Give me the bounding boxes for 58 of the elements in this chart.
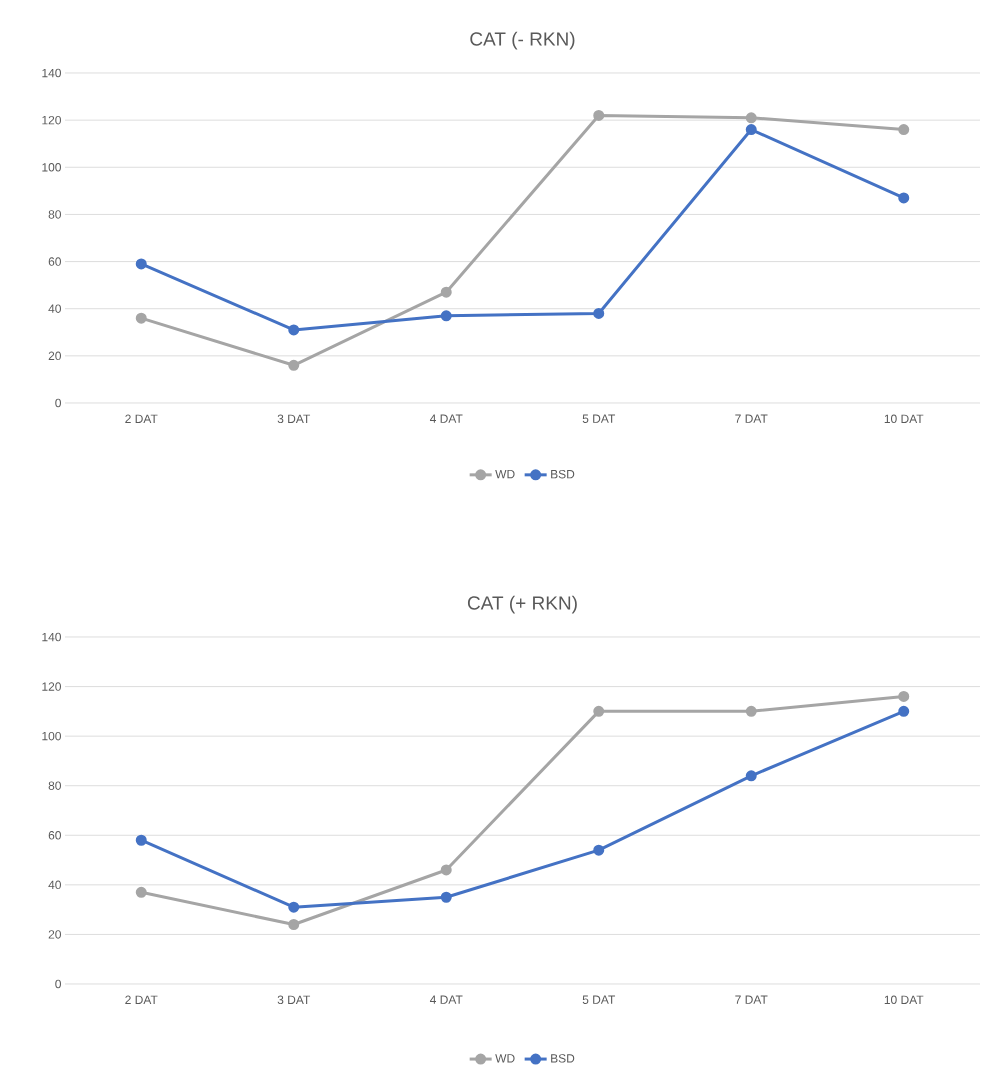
point bbox=[898, 690, 910, 702]
point bbox=[745, 124, 757, 136]
chart-title: CAT (+ RKN) bbox=[467, 595, 577, 614]
x-tick-label: 3 DAT bbox=[277, 995, 311, 1005]
point bbox=[440, 891, 452, 903]
point bbox=[135, 312, 147, 324]
point bbox=[135, 834, 147, 846]
point bbox=[593, 844, 605, 856]
point bbox=[288, 901, 300, 913]
point bbox=[288, 359, 300, 371]
y-tick-label: 140 bbox=[42, 68, 61, 78]
point bbox=[898, 705, 910, 717]
y-tick-label: 80 bbox=[48, 781, 61, 790]
y-tick-label: 0 bbox=[55, 979, 61, 989]
point bbox=[593, 705, 605, 717]
y-tick-label: 140 bbox=[42, 632, 61, 642]
x-tick-label: 10 DAT bbox=[884, 995, 924, 1005]
y-tick-label: 100 bbox=[42, 731, 61, 741]
point bbox=[440, 310, 452, 322]
point bbox=[440, 864, 452, 876]
point bbox=[898, 124, 910, 136]
point bbox=[440, 286, 452, 298]
y-tick-label: 20 bbox=[48, 930, 61, 939]
x-tick-label: 4 DAT bbox=[429, 414, 463, 423]
y-tick-label: 60 bbox=[48, 831, 61, 840]
legend-label: BSD bbox=[551, 469, 575, 479]
y-tick-label: 120 bbox=[42, 682, 61, 691]
y-tick-label: 0 bbox=[55, 398, 61, 408]
point bbox=[593, 307, 605, 319]
point bbox=[288, 324, 300, 336]
y-tick-label: 40 bbox=[48, 304, 61, 313]
point bbox=[745, 705, 757, 717]
legend-label: BSD bbox=[551, 1054, 575, 1063]
x-tick-label: 5 DAT bbox=[582, 995, 616, 1004]
x-tick-label: 7 DAT bbox=[735, 995, 768, 1004]
point bbox=[898, 192, 910, 204]
chart-title: CAT (- RKN) bbox=[470, 31, 575, 50]
y-tick-label: 20 bbox=[48, 351, 61, 361]
point bbox=[135, 886, 147, 898]
point bbox=[745, 770, 757, 782]
y-tick-label: 40 bbox=[48, 880, 61, 890]
x-tick-label: 3 DAT bbox=[277, 414, 311, 424]
point bbox=[288, 919, 300, 931]
legend-label: WD bbox=[495, 469, 515, 479]
y-tick-label: 100 bbox=[42, 163, 61, 172]
x-tick-label: 10 DAT bbox=[884, 414, 924, 424]
x-tick-label: 5 DAT bbox=[582, 414, 616, 423]
legend-label: WD bbox=[495, 1054, 515, 1063]
y-tick-label: 80 bbox=[48, 210, 61, 219]
x-tick-label: 7 DAT bbox=[735, 414, 768, 423]
x-tick-label: 4 DAT bbox=[429, 995, 463, 1004]
x-tick-label: 2 DAT bbox=[125, 414, 158, 423]
point bbox=[593, 109, 605, 121]
x-tick-label: 2 DAT bbox=[125, 995, 158, 1004]
point bbox=[135, 258, 147, 270]
point bbox=[745, 112, 757, 124]
y-tick-label: 60 bbox=[48, 257, 61, 266]
y-tick-label: 120 bbox=[42, 115, 61, 125]
